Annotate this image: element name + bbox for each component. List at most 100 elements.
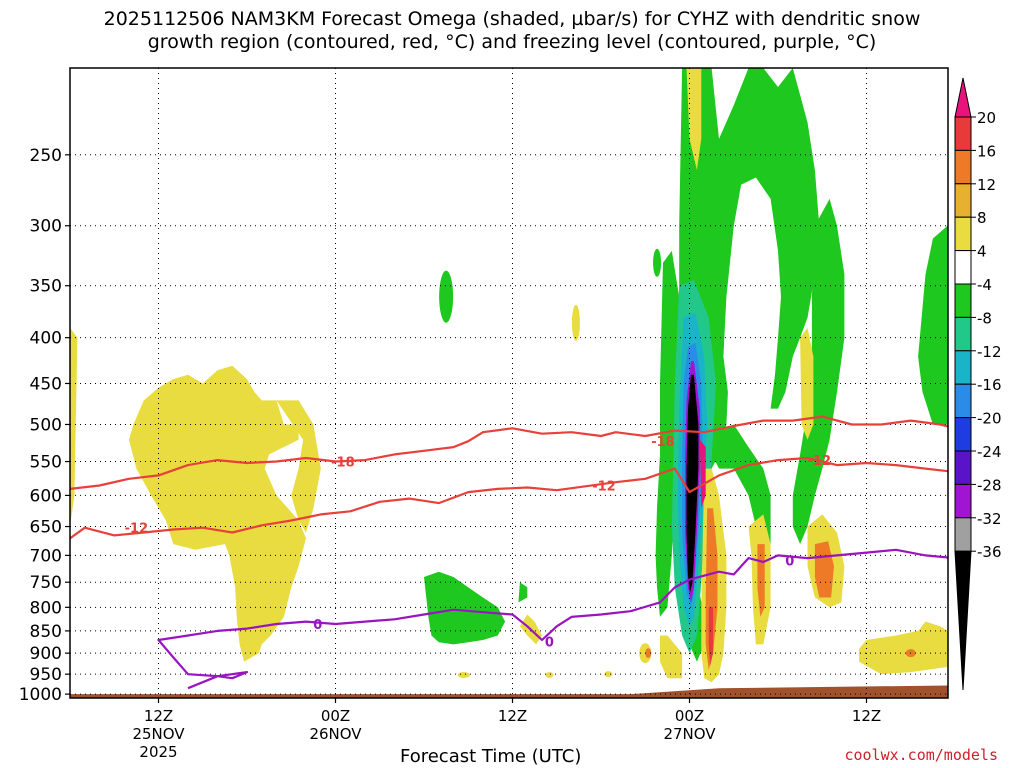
omega-region-orange-910 [645, 648, 652, 659]
y-tick-label-550: 550 [30, 453, 62, 473]
colorbar-segment-10 [954, 417, 972, 452]
contour-dgz-cold--18 [70, 415, 948, 490]
y-tick-label-600: 600 [30, 486, 62, 506]
colorbar-top-arrow [954, 77, 972, 118]
contour-freezing-level-0 [157, 548, 948, 690]
colorbar-label-20: 20 [977, 109, 996, 127]
colorbar-label--28: -28 [977, 476, 1002, 494]
y-tick-label-1000: 1000 [19, 685, 62, 705]
colorbar-label--12: -12 [977, 343, 1002, 361]
contour-label-freezing-level-0-0: 0 [313, 618, 322, 633]
colorbar-segment-6 [954, 283, 972, 318]
contour-label-dgz-cold--18-0: -18 [331, 456, 355, 471]
colorbar-label-8: 8 [977, 209, 987, 227]
omega-region-green-mid [424, 571, 506, 645]
terrain-surface [70, 685, 948, 698]
colorbar-segment-11 [954, 450, 972, 485]
y-tick-label-850: 850 [30, 622, 62, 642]
x-tick-label: 00Z [321, 707, 350, 725]
omega-region-yellow-right-of-left [276, 400, 321, 533]
y-tick-label-800: 800 [30, 598, 62, 618]
colorbar-label--8: -8 [977, 309, 992, 327]
grid-lines [70, 68, 948, 698]
colorbar-segment-13 [954, 517, 972, 552]
y-tick-label-500: 500 [30, 415, 62, 435]
contour-label-freezing-level-0-2: 0 [785, 554, 794, 569]
y-tick-label-300: 300 [30, 217, 62, 237]
omega-region-black-core [686, 374, 699, 593]
omega-shading [70, 68, 948, 698]
colorbar-segment-12 [954, 483, 972, 519]
colorbar-segment-4 [954, 216, 972, 252]
colorbar-label--20: -20 [977, 410, 1002, 428]
y-tick-label-650: 650 [30, 518, 62, 538]
contour-label-dgz-cold--18-1: -18 [651, 435, 675, 450]
x-tick-label: 2025 [139, 743, 177, 761]
omega-region-green-small [518, 582, 528, 603]
omega-region-yellow-edge [70, 327, 78, 527]
omega-region-orange-central [705, 508, 718, 671]
omega-region-yellow-small-b [545, 671, 554, 678]
colorbar-label--32: -32 [977, 510, 1002, 528]
omega-region-yellow-small-a [457, 671, 470, 678]
omega-region-green-farright [918, 225, 948, 425]
credit-text: coolwx.com/models [844, 746, 998, 764]
omega-region-yellow-lower-left [660, 635, 683, 679]
colorbar-label--24: -24 [977, 443, 1002, 461]
colorbar-label--4: -4 [977, 276, 992, 294]
omega-region-yellow-far-right [859, 621, 948, 675]
omega-region-yellow-left [129, 365, 306, 662]
chart-title: 2025112506 NAM3KM Forecast Omega (shaded… [103, 8, 921, 30]
x-tick-label: 00Z [675, 707, 704, 725]
omega-region-pink-edge [699, 439, 706, 509]
colorbar-segment-5 [954, 250, 972, 285]
colorbar-label--36: -36 [977, 543, 1002, 561]
x-tick-label: 25NOV [132, 725, 185, 743]
x-tick-label: 12Z [852, 707, 881, 725]
colorbar-segment-2 [954, 149, 972, 185]
y-axis: 2503003504004505005506006507007508008509… [19, 146, 70, 705]
contour-label-dgz-warm--12-0: -12 [125, 522, 149, 537]
omega-region-green-300 [653, 248, 662, 277]
y-tick-label-250: 250 [30, 146, 62, 166]
x-tick-label: 12Z [498, 707, 527, 725]
contour-lines: -12 -12 -12 -18 -18 0 0 0 [70, 415, 948, 690]
colorbar-label-4: 4 [977, 243, 987, 261]
colorbar-label-12: 12 [977, 176, 996, 194]
colorbar-legend: 20 16 12 8 4 -4 -8 -12 -16 -20 -24 -28 -32 -36 [954, 77, 1002, 691]
chart-subtitle: growth region (contoured, red, °C) and f… [147, 31, 877, 53]
y-tick-label-950: 950 [30, 665, 62, 685]
y-tick-label-750: 750 [30, 573, 62, 593]
y-tick-label-400: 400 [30, 329, 62, 349]
contour-label-dgz-warm--12-2: -12 [808, 454, 832, 469]
omega-region-yellow-top [686, 68, 702, 171]
x-axis-title: Forecast Time (UTC) [400, 746, 582, 767]
x-tick-label: 12Z [144, 707, 173, 725]
colorbar-segment-3 [954, 183, 972, 218]
colorbar-segment-1 [954, 116, 972, 151]
colorbar-label-16: 16 [977, 142, 996, 160]
y-tick-label-700: 700 [30, 546, 62, 566]
contour-label-dgz-warm--12-1: -12 [592, 480, 616, 495]
colorbar-segment-7 [954, 316, 972, 352]
omega-region-green-350 [439, 270, 454, 323]
colorbar-bottom-arrow [954, 550, 972, 691]
omega-region-green-tall [674, 68, 820, 662]
omega-region-red-central [708, 607, 714, 666]
y-tick-label-900: 900 [30, 644, 62, 664]
x-tick-label: 27NOV [663, 725, 716, 743]
omega-region-yellow-upper-right [800, 327, 814, 440]
y-tick-label-350: 350 [30, 277, 62, 297]
y-tick-label-450: 450 [30, 374, 62, 394]
colorbar-segment-8 [954, 350, 972, 385]
omega-region-yellow-small-c [604, 671, 613, 678]
colorbar-segment-9 [954, 383, 972, 419]
omega-region-yellow-370 [571, 304, 580, 341]
contour-label-freezing-level-0-1: 0 [545, 635, 554, 650]
omega-region-green-lower [704, 424, 771, 556]
x-tick-label: 26NOV [309, 725, 362, 743]
colorbar-label--16: -16 [977, 376, 1002, 394]
contour-dgz-warm--12 [70, 456, 948, 540]
